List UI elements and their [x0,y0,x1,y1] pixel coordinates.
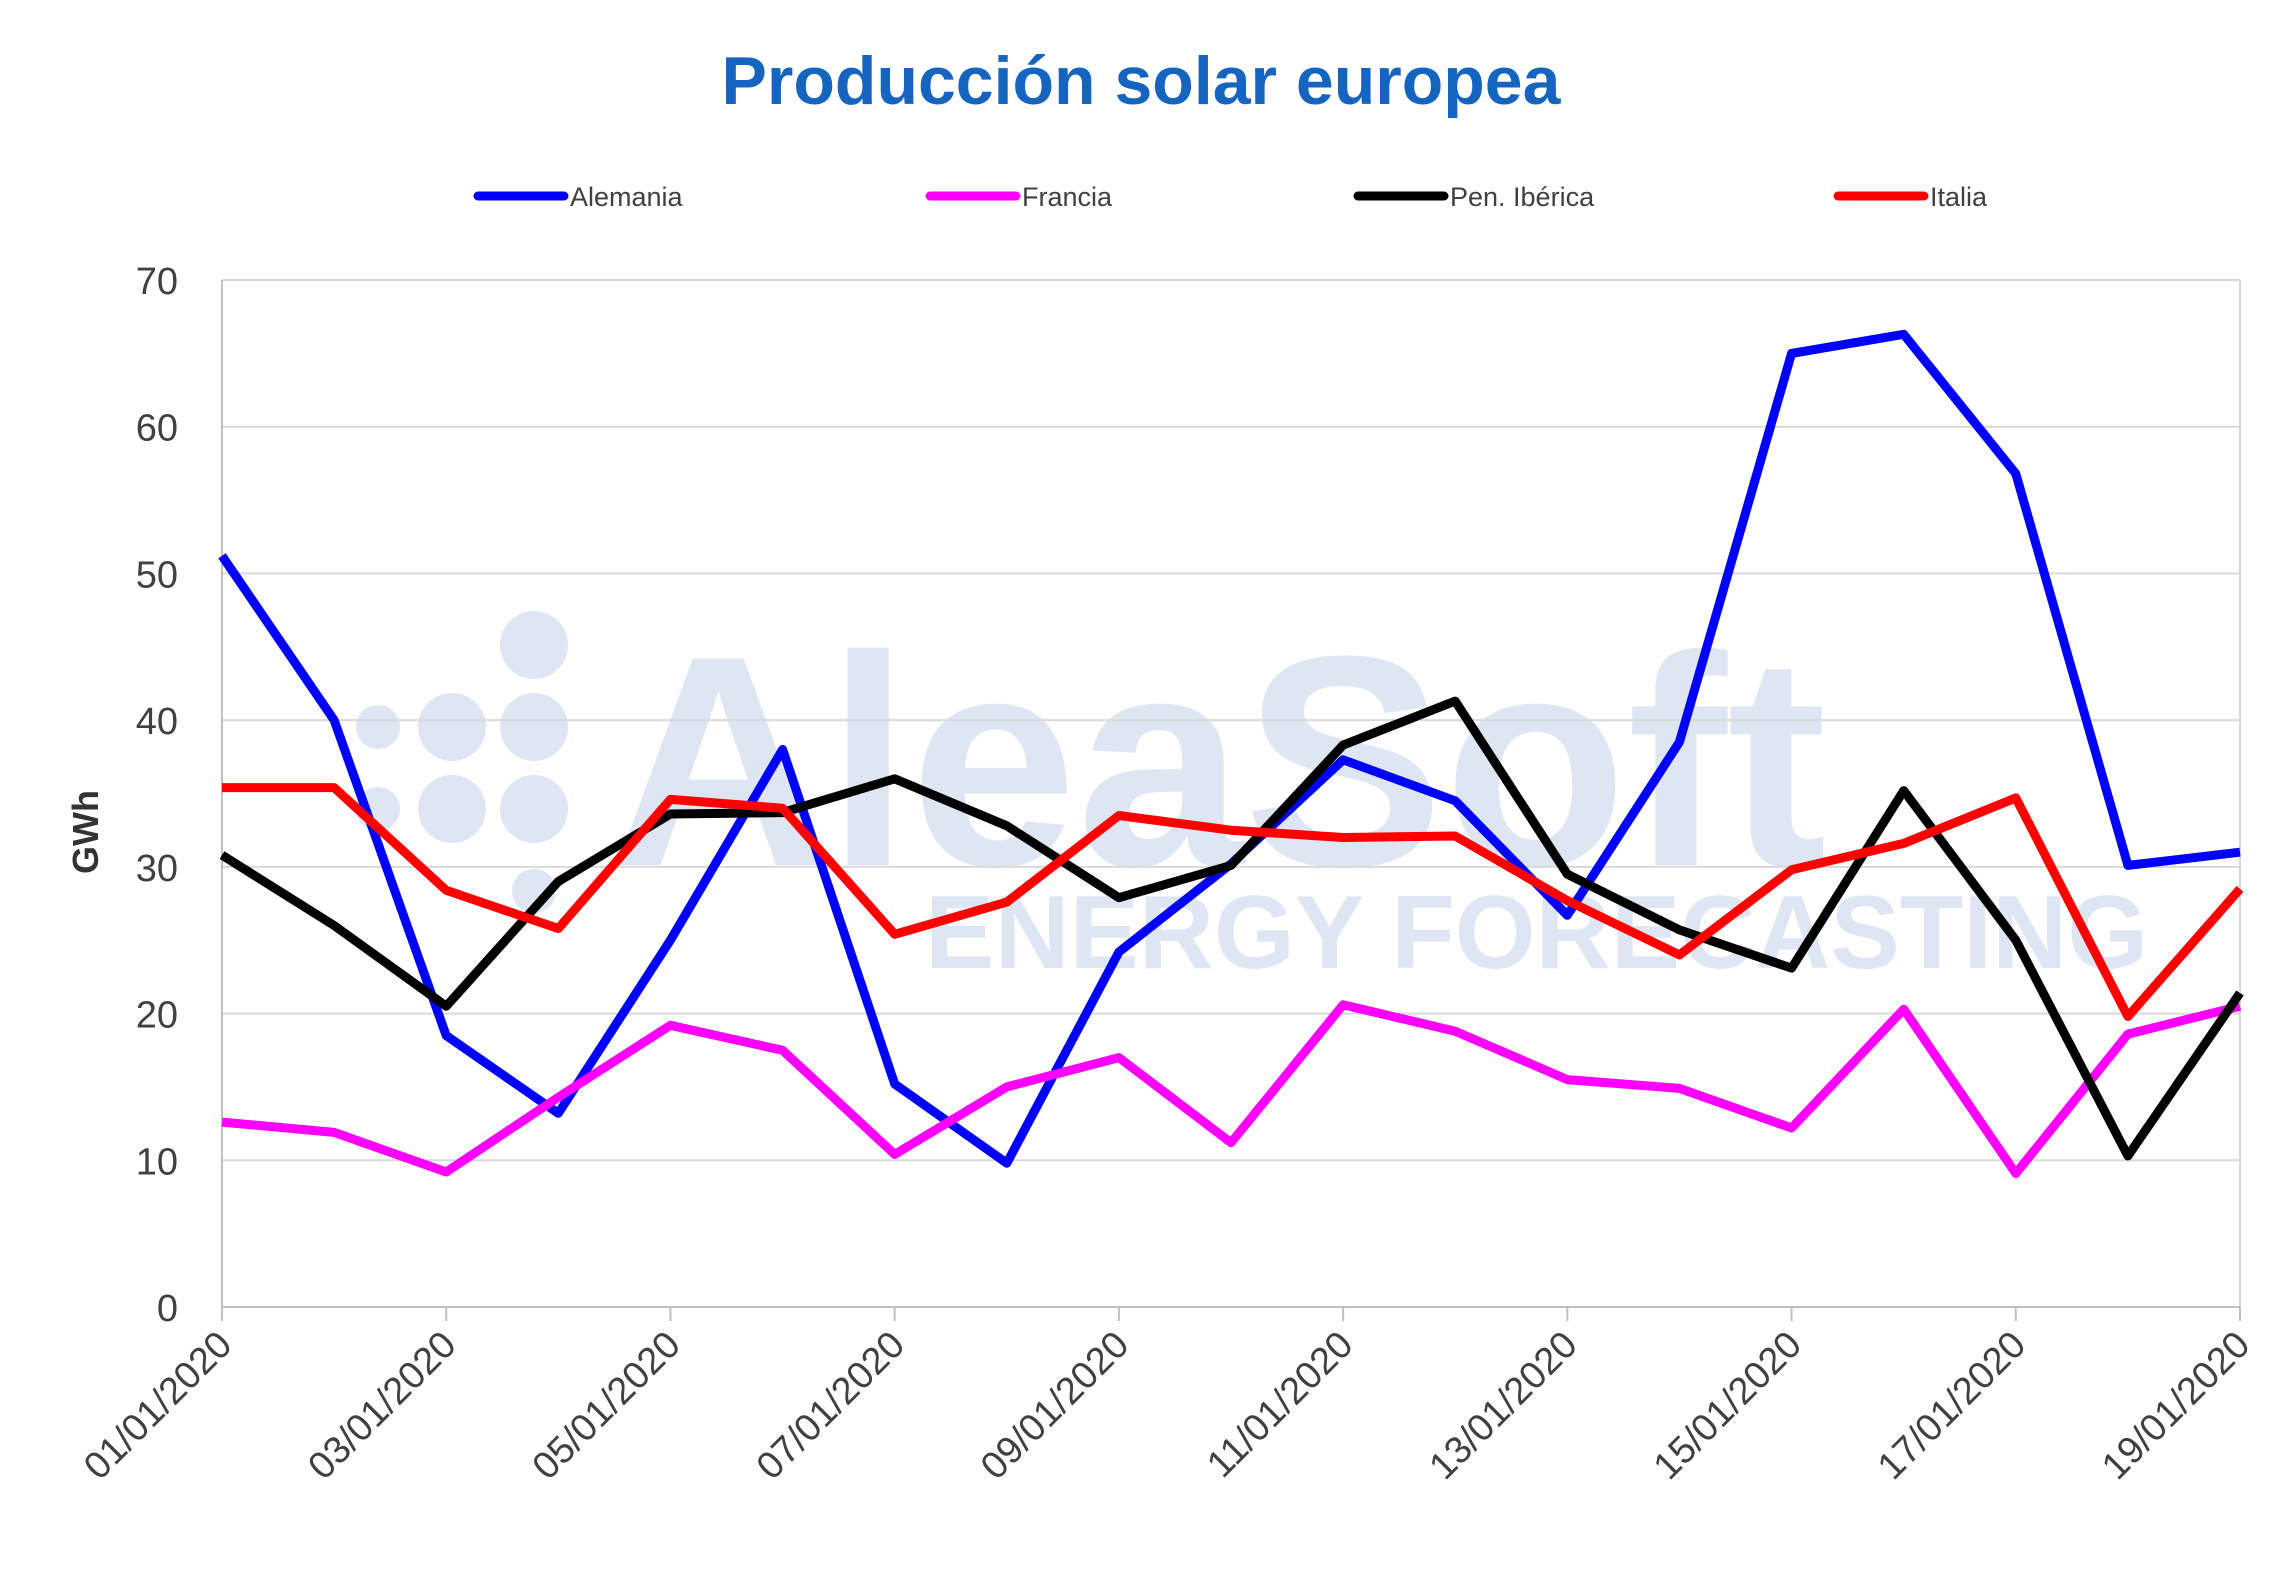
y-tick-label: 0 [157,1288,178,1330]
x-tick-label: 13/01/2020 [1422,1324,1586,1488]
x-tick-label: 11/01/2020 [1199,1324,1361,1486]
legend-label: Alemania [570,182,684,212]
y-tick-label: 50 [136,554,178,596]
x-axis-ticks: 01/01/2020 03/01/2020 05/01/2020 07/01/2020… [76,1307,2258,1488]
watermark-logo: AleaSoft ENERGY FORECASTING [356,593,2148,991]
x-tick-label: 15/01/2020 [1646,1324,1810,1488]
y-tick-label: 70 [136,261,178,303]
y-tick-label: 10 [136,1141,178,1183]
x-tick-label: 09/01/2020 [973,1324,1137,1488]
watermark-dots-icon [356,611,568,913]
y-axis-ticks: 0 10 20 30 40 50 60 70 [136,261,178,1330]
y-tick-label: 20 [136,995,178,1037]
series-line-italia [222,783,2244,1021]
legend: Alemania Francia Pen. Ibérica Italia [473,182,1988,212]
y-axis-label: GWh [65,790,106,874]
x-tick-label: 03/01/2020 [300,1324,464,1488]
x-tick-label: 05/01/2020 [525,1324,689,1488]
x-tick-label: 07/01/2020 [749,1324,913,1488]
x-tick-label: 19/01/2020 [2094,1324,2258,1488]
legend-label: Italia [1930,182,1988,212]
legend-label: Francia [1022,182,1113,212]
axes [221,280,2240,1308]
x-tick-label: 17/01/2020 [1870,1324,2034,1488]
y-tick-label: 60 [136,408,178,450]
legend-label: Pen. Ibérica [1450,182,1595,212]
chart-title: Producción solar europea [721,43,1561,119]
y-tick-label: 30 [136,848,178,890]
series-line-francia [221,1000,2242,1178]
y-tick-label: 40 [136,701,178,743]
x-tick-label: 01/01/2020 [76,1324,240,1488]
series-group [218,329,2244,1178]
series-line-pen-ib-rica [219,696,2244,1161]
